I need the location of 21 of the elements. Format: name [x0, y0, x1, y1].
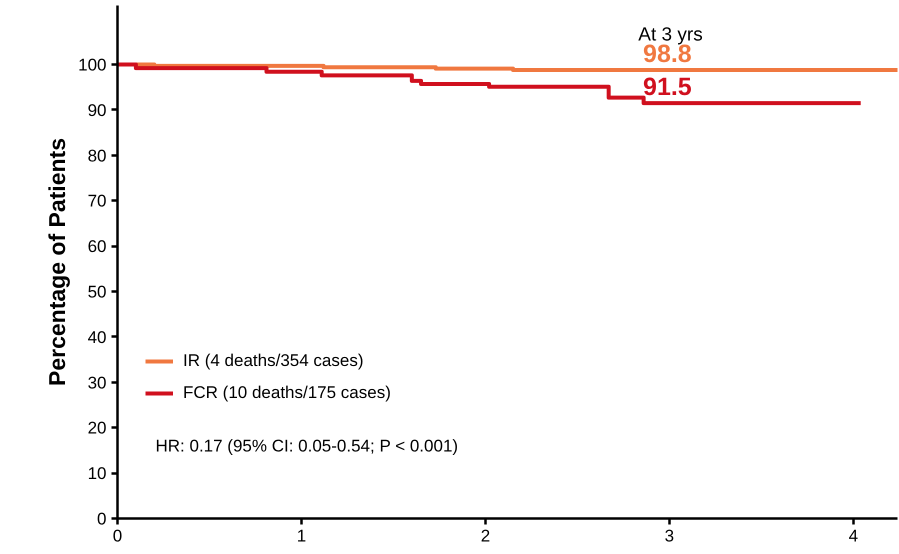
x-tick-label: 1 — [296, 526, 306, 546]
legend-label: FCR (10 deaths/175 cases) — [183, 383, 391, 403]
y-tick-label: 0 — [97, 510, 107, 528]
y-axis-title: Percentage of Patients — [44, 138, 70, 386]
y-tick-label: 90 — [88, 100, 107, 120]
x-tick-label: 0 — [112, 526, 122, 546]
y-tick-label: 10 — [88, 464, 107, 484]
y-tick-label: 50 — [88, 282, 107, 302]
annotation: 91.5 — [643, 73, 692, 102]
x-tick-label: 2 — [480, 526, 490, 546]
y-tick-label: 20 — [88, 418, 107, 438]
legend-label: IR (4 deaths/354 cases) — [183, 351, 364, 371]
annotation: HR: 0.17 (95% CI: 0.05-0.54; P < 0.001) — [156, 436, 458, 456]
x-tick-label: 3 — [664, 526, 674, 546]
y-tick-label: 80 — [88, 146, 107, 166]
x-tick-label: 4 — [848, 526, 858, 546]
y-tick-label: 60 — [88, 237, 107, 256]
y-tick-label: 70 — [88, 192, 107, 211]
y-tick-label: 100 — [78, 56, 107, 75]
y-tick-label: 30 — [88, 373, 107, 392]
y-tick-label: 40 — [88, 328, 107, 347]
